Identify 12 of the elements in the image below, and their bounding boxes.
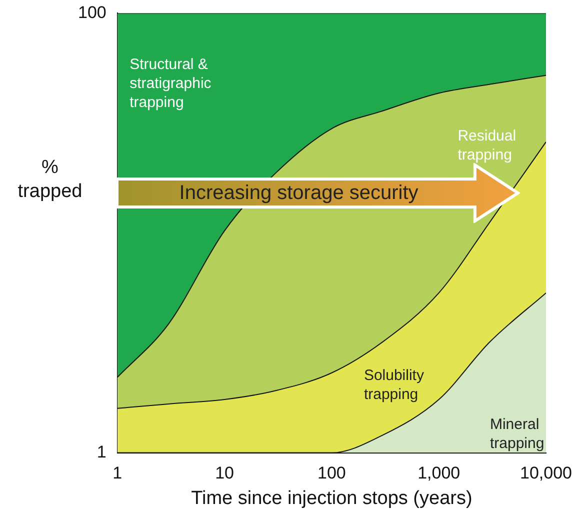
series-label: Solubility trapping xyxy=(364,367,424,404)
x-tick-label: 1,000 xyxy=(418,464,460,483)
y-axis-title: % trapped xyxy=(18,157,82,202)
x-tick-label: 10,000 xyxy=(520,464,572,483)
series-label: Mineral trapping xyxy=(490,416,544,452)
series-label: Structural & stratigraphic trapping xyxy=(130,56,212,112)
x-tick-label: 1 xyxy=(112,464,122,483)
x-tick-label: 100 xyxy=(317,464,346,483)
arrow: Increasing storage security xyxy=(117,163,520,224)
x-tick-label: 10 xyxy=(215,464,234,483)
x-axis-title: Time since injection stops (years) xyxy=(191,488,472,509)
series-label: Residual trapping xyxy=(458,127,516,164)
